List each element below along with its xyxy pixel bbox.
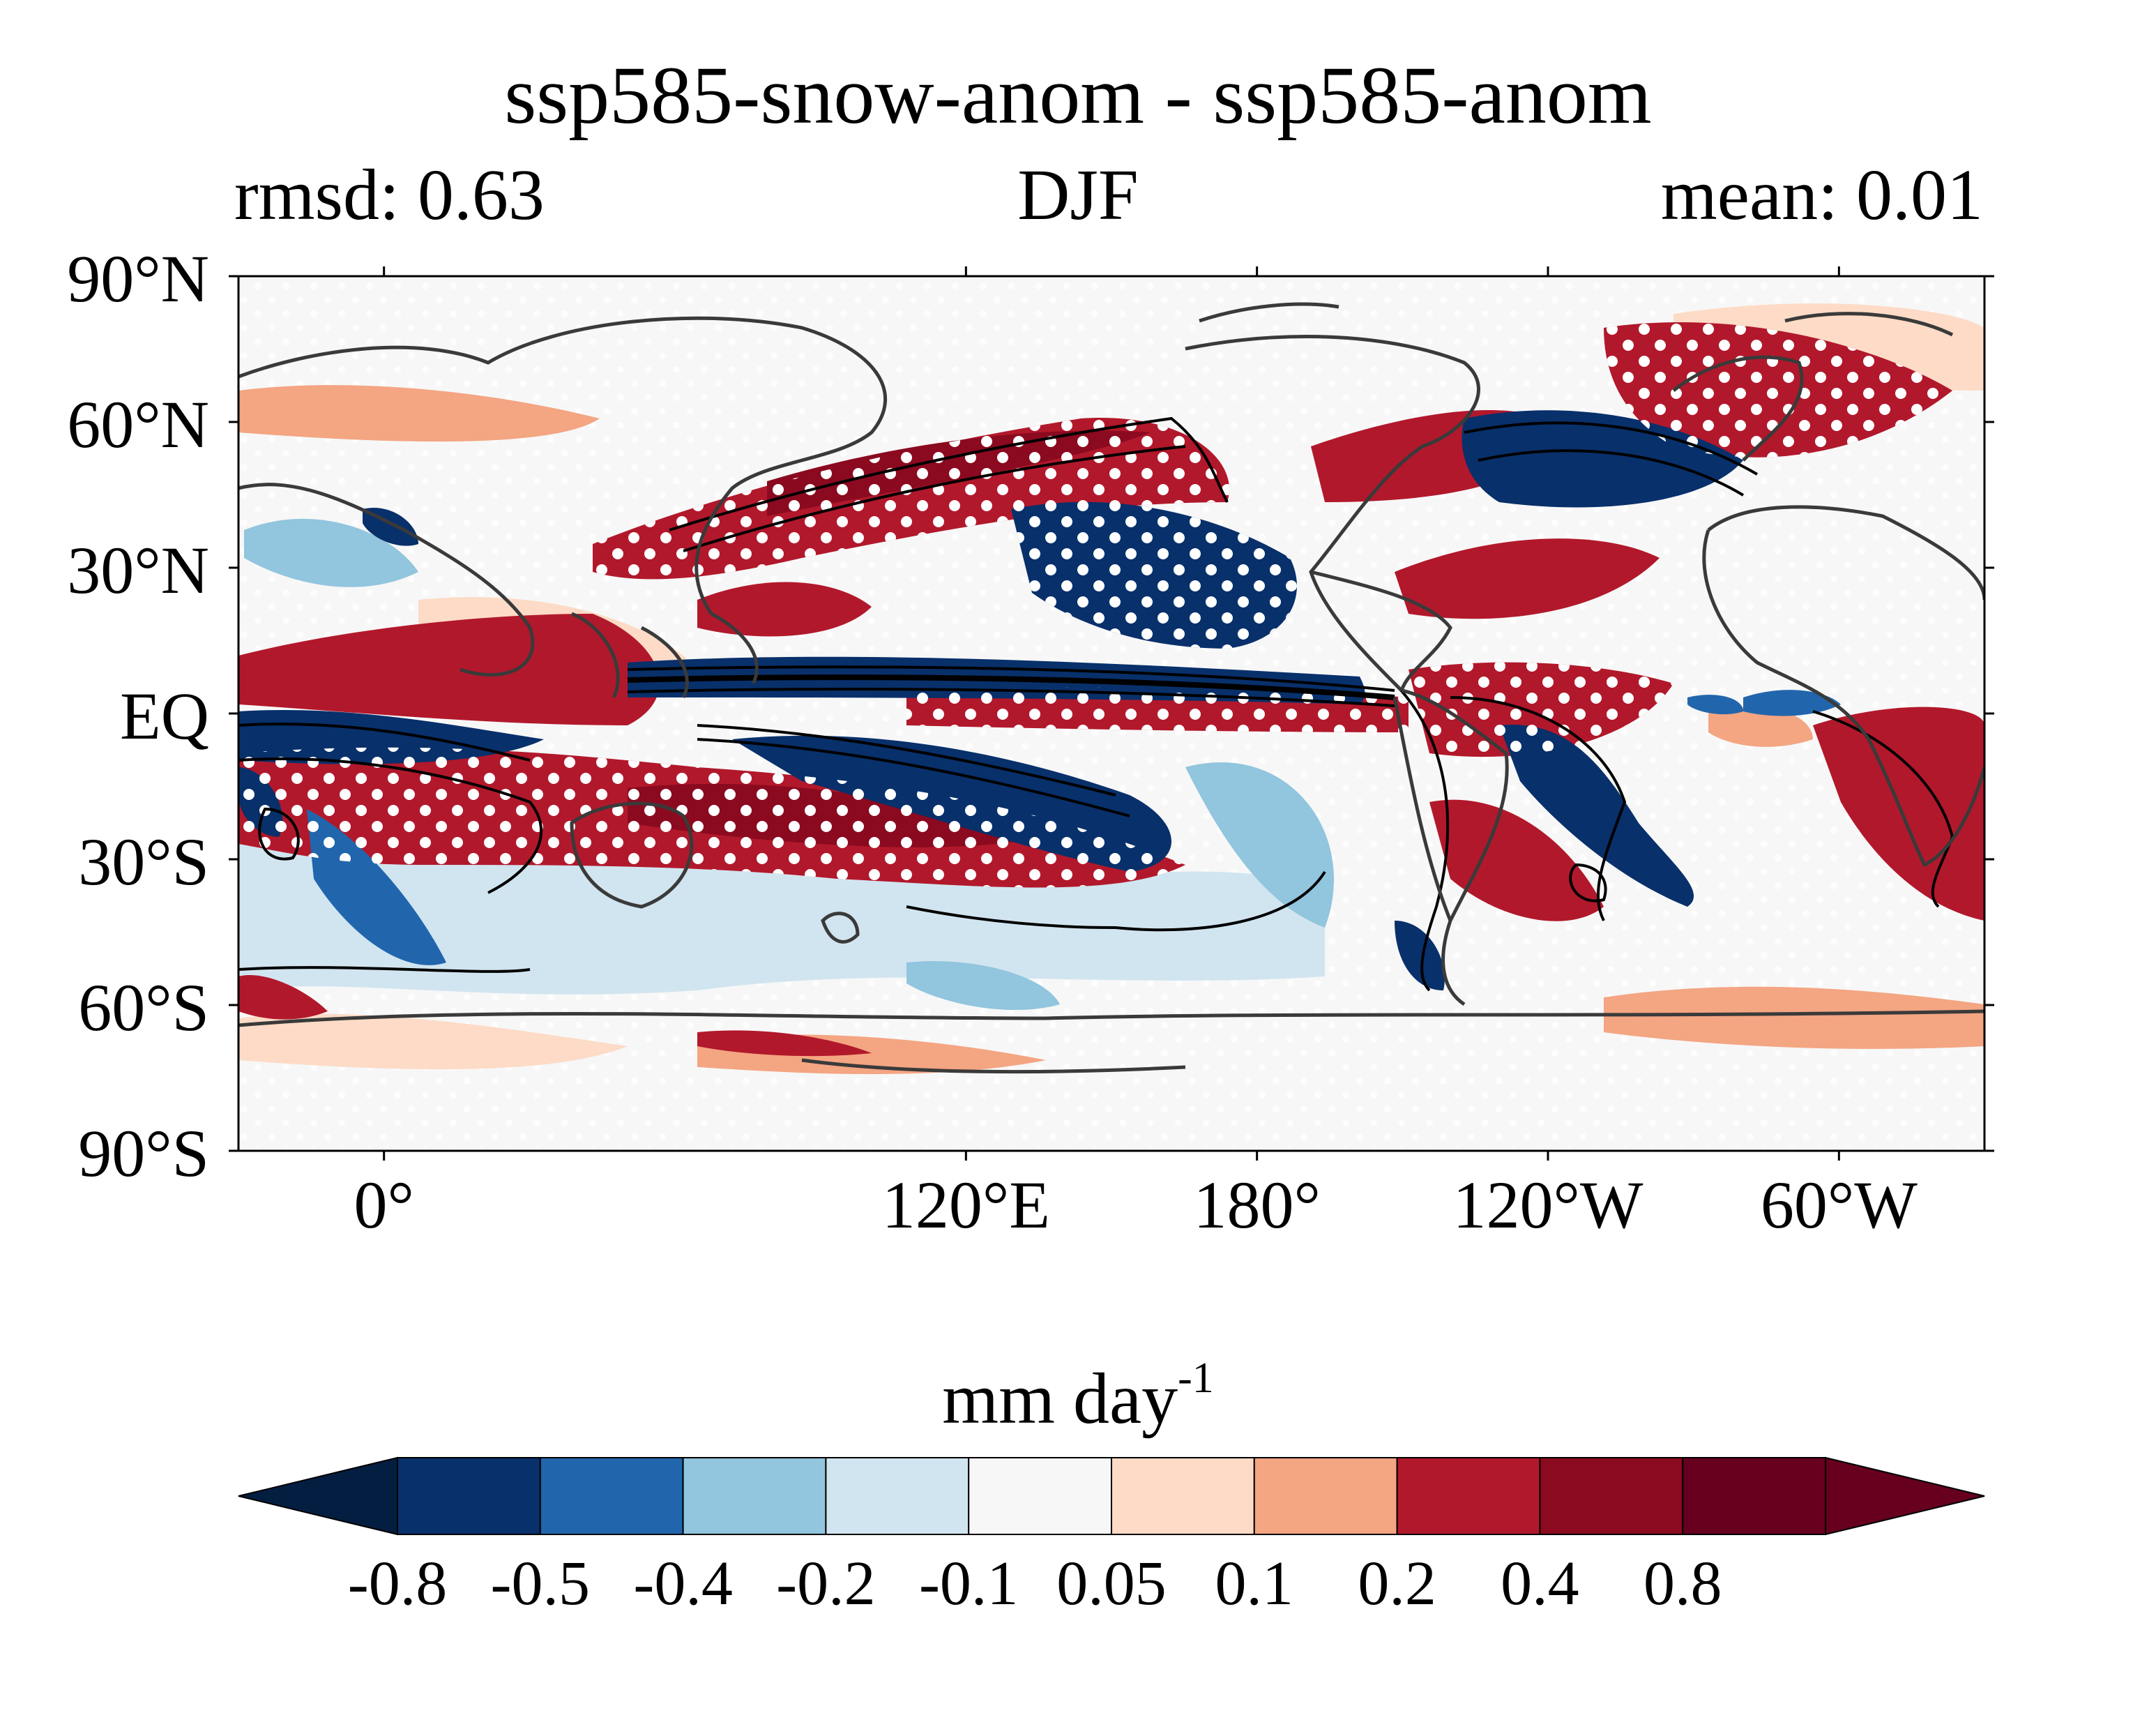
colorbar-tick-label: 0.2 [1358, 1549, 1436, 1618]
colorbar-tick-label: -0.8 [347, 1549, 448, 1618]
colorbar-tick-label: -0.5 [490, 1549, 591, 1618]
colorbar-unit-label: mm day-1 [0, 1357, 2156, 1435]
lat-tick-label: 90°N [67, 241, 209, 316]
mean-label: mean: 0.01 [1660, 155, 1983, 235]
lon-ticks [383, 266, 1840, 1161]
significance-stipples [238, 322, 1952, 888]
season-label: DJF [1017, 155, 1139, 235]
colorbar-extend-over [1825, 1456, 1985, 1536]
colorbar-tick-label: -0.1 [918, 1549, 1019, 1618]
colorbar-tick-label: 0.05 [1056, 1549, 1167, 1618]
colorbar-tick-label: 0.1 [1215, 1549, 1294, 1618]
colorbar [238, 1456, 1985, 1536]
map-panel [238, 276, 1984, 1151]
colorbar-segment [1111, 1457, 1255, 1535]
lon-tick-label: 120°W [1452, 1168, 1643, 1242]
unit-exponent: -1 [1178, 1354, 1214, 1402]
colorbar-tick-label: -0.4 [633, 1549, 733, 1618]
lat-tick-label: 30°N [67, 533, 209, 607]
lon-tick-label: 0° [354, 1168, 414, 1242]
colorbar-segment [1396, 1457, 1541, 1535]
colorbar-segment [1539, 1457, 1684, 1535]
colorbar-segment [825, 1457, 970, 1535]
colorbar-extend-under [238, 1456, 398, 1536]
colorbar-segment [539, 1457, 684, 1535]
colorbar-segment [682, 1457, 827, 1535]
lat-tick-label: EQ [120, 679, 209, 753]
lon-tick-label: 60°W [1760, 1168, 1918, 1242]
colorbar-segment [1253, 1457, 1398, 1535]
lat-tick-label: 30°S [78, 824, 209, 899]
lat-tick-label: 90°S [78, 1116, 209, 1191]
colorbar-tick-label: 0.8 [1643, 1549, 1722, 1618]
lat-tick-label: 60°S [78, 970, 209, 1045]
colorbar-tick-label: 0.4 [1501, 1549, 1579, 1618]
lat-tick-label: 60°N [67, 387, 209, 462]
lon-tick-label: 180° [1193, 1168, 1321, 1242]
rmsd-label: rmsd: 0.63 [234, 155, 545, 235]
colorbar-segment [1682, 1457, 1826, 1535]
colorbar-segment [397, 1457, 541, 1535]
lon-tick-label: 120°E [881, 1168, 1050, 1242]
colorbar-segment [968, 1457, 1112, 1535]
figure-title: ssp585-snow-anom - ssp585-anom [504, 50, 1652, 141]
unit-main: mm day [942, 1359, 1178, 1439]
coastlines [238, 302, 1984, 1074]
colorbar-tick-label: -0.2 [776, 1549, 876, 1618]
lat-ticks [229, 275, 1994, 1152]
